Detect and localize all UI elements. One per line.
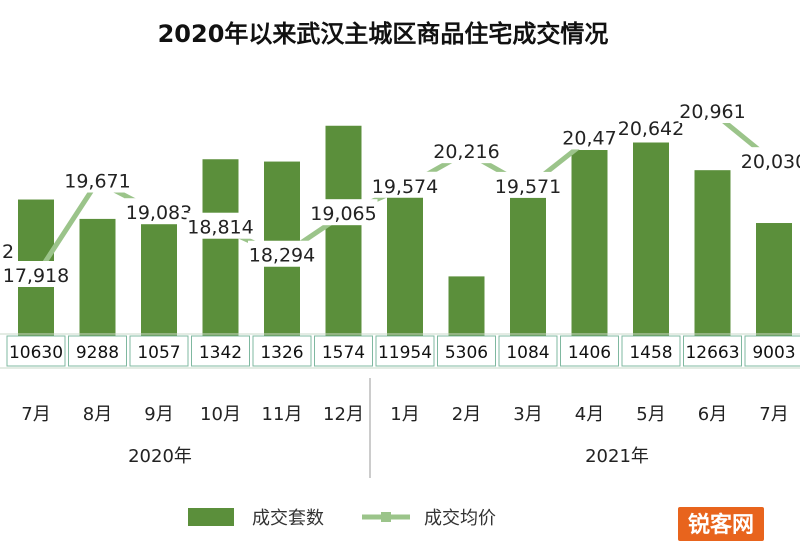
price-label: 17,918 bbox=[3, 265, 69, 287]
table-cell-label: 11954 bbox=[378, 343, 432, 363]
bar bbox=[510, 196, 546, 353]
table-cell bbox=[129, 335, 189, 367]
x-tick-label: 6月 bbox=[698, 404, 727, 425]
bar bbox=[571, 150, 608, 353]
x-tick-label: 12月 bbox=[323, 404, 364, 425]
table-cell bbox=[437, 335, 496, 367]
price-label-bg bbox=[371, 171, 439, 198]
bar bbox=[141, 200, 177, 353]
table-cell-label: 10630 bbox=[9, 343, 63, 363]
price-label: 20,642 bbox=[618, 118, 684, 140]
table-cell-label: 1342 bbox=[199, 343, 242, 363]
x-axis: 7月 8月 9月 10月 11月 12月 1月 2月 3月 4月 5月 6月 7月 2020年 2021年 bbox=[21, 378, 789, 478]
legend-label-bars: 成交套数 bbox=[252, 508, 324, 529]
price-label: 20,47 bbox=[562, 127, 616, 149]
bar bbox=[79, 218, 116, 353]
watermark-text: 锐客网 bbox=[688, 512, 754, 538]
table-cell-label: 9288 bbox=[76, 343, 119, 363]
price-label: 20,216 bbox=[433, 141, 499, 163]
price-label: 18,814 bbox=[187, 217, 253, 239]
table-cell bbox=[252, 335, 312, 367]
chart-title: 2020年以来武汉主城区商品住宅成交情况 bbox=[158, 20, 609, 48]
price-label: 19,065 bbox=[310, 203, 376, 225]
price-label-bg bbox=[432, 137, 501, 164]
price-label-bg bbox=[186, 212, 255, 239]
year-label: 2021年 bbox=[585, 446, 649, 467]
price-label-bg bbox=[617, 114, 685, 141]
table-cell bbox=[683, 335, 742, 367]
table-cell bbox=[314, 335, 373, 367]
table-cell bbox=[191, 335, 250, 367]
price-label: 19,083 bbox=[126, 202, 192, 224]
table-cell-label: 1326 bbox=[260, 343, 303, 363]
table-cell-label: 1574 bbox=[322, 343, 365, 363]
price-label: 18,294 bbox=[249, 245, 315, 267]
legend-line-marker bbox=[381, 512, 391, 522]
bar bbox=[694, 170, 731, 353]
table-cell bbox=[621, 335, 681, 367]
legend-swatch-bars bbox=[188, 508, 234, 526]
price-label-bg bbox=[555, 123, 624, 150]
price-label-bg bbox=[63, 166, 132, 193]
price-label-bg bbox=[494, 171, 562, 198]
table-cell-label: 1458 bbox=[629, 343, 672, 363]
price-label-partial: 2 bbox=[2, 241, 14, 263]
bar bbox=[202, 159, 239, 353]
table-cell-label: 5306 bbox=[445, 343, 488, 363]
x-tick-label: 5月 bbox=[636, 404, 665, 425]
price-label: 19,671 bbox=[64, 171, 130, 193]
price-label-bg bbox=[309, 199, 378, 226]
legend: 成交套数 成交均价 bbox=[188, 508, 496, 529]
x-tick-label: 3月 bbox=[513, 404, 542, 425]
x-tick-label: 1月 bbox=[390, 404, 419, 425]
x-tick-label: 9月 bbox=[144, 404, 173, 425]
bar bbox=[387, 180, 423, 353]
table-cell bbox=[375, 335, 435, 367]
x-tick-label: 11月 bbox=[262, 404, 303, 425]
price-label: 20,030 bbox=[741, 151, 800, 173]
x-tick-label: 2月 bbox=[452, 404, 481, 425]
price-label-bg bbox=[125, 198, 193, 225]
price-label-bg bbox=[2, 261, 70, 287]
table-cell-label: 1084 bbox=[506, 343, 549, 363]
table-cell-label: 12663 bbox=[685, 343, 739, 363]
watermark-box bbox=[678, 507, 764, 541]
x-tick-label: 7月 bbox=[21, 404, 50, 425]
table-cell bbox=[744, 335, 800, 367]
price-label-bg bbox=[740, 147, 800, 174]
year-label: 2020年 bbox=[128, 446, 192, 467]
watermark: 锐客网 bbox=[678, 507, 764, 541]
bar bbox=[325, 125, 362, 353]
table-cell bbox=[560, 335, 619, 367]
table-cell bbox=[68, 335, 127, 367]
data-table: 10630 9288 1057 1342 1326 1574 11954 5306 1084 14… bbox=[0, 333, 800, 369]
x-tick-label: 8月 bbox=[83, 404, 112, 425]
x-tick-label: 7月 bbox=[759, 404, 788, 425]
table-cell-label: 1406 bbox=[568, 343, 611, 363]
price-label-bg bbox=[248, 240, 316, 267]
price-label: 20,961 bbox=[679, 101, 745, 123]
x-tick-label: 10月 bbox=[200, 404, 241, 425]
x-tick-label: 4月 bbox=[575, 404, 604, 425]
table-cell bbox=[498, 335, 558, 367]
price-label-bg bbox=[678, 97, 747, 123]
bar bbox=[756, 223, 792, 353]
table-cell-label: 1057 bbox=[137, 343, 180, 363]
bar bbox=[633, 142, 669, 353]
table-cell bbox=[6, 335, 66, 367]
legend-label-line: 成交均价 bbox=[424, 508, 496, 529]
price-label: 19,574 bbox=[372, 176, 438, 198]
price-label: 19,571 bbox=[495, 176, 561, 198]
table-cell-label: 9003 bbox=[752, 343, 795, 363]
